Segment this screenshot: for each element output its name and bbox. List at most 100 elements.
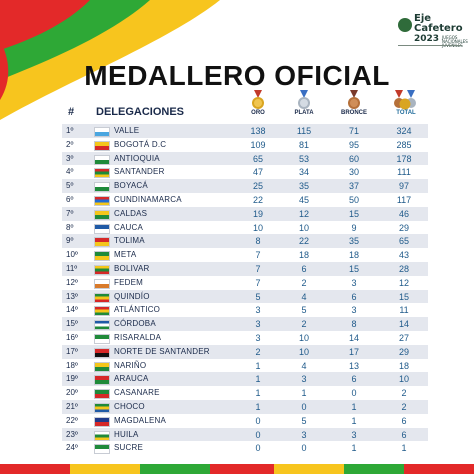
rank-cell: 7º bbox=[66, 208, 74, 218]
rank-cell: 10º bbox=[66, 250, 78, 260]
flag-icon bbox=[94, 347, 110, 358]
medal-table: 1º VALLE 138 115 71 324 2º BOGOTÁ D.C 109 81 95 285… bbox=[62, 124, 428, 455]
rank-cell: 3º bbox=[66, 153, 74, 163]
oro-count: 1 bbox=[255, 388, 261, 399]
oro-count: 7 bbox=[255, 263, 261, 274]
delegation-name: ARAUCA bbox=[114, 374, 149, 384]
delegation-name: HUILA bbox=[114, 429, 139, 439]
oro-count: 0 bbox=[255, 415, 261, 426]
table-row: 3º ANTIOQUIA 65 53 60 178 bbox=[62, 151, 428, 166]
flag-icon bbox=[94, 306, 110, 317]
total-count: 97 bbox=[398, 181, 409, 192]
bronce-count: 15 bbox=[348, 263, 359, 274]
flag-icon bbox=[94, 168, 110, 179]
column-header-delegations: DELEGACIONES bbox=[96, 106, 185, 118]
delegation-name: CHOCO bbox=[114, 401, 145, 411]
plata-count: 34 bbox=[298, 167, 309, 178]
delegation-name: BOYACÁ bbox=[114, 181, 148, 191]
plata-count: 1 bbox=[301, 388, 307, 399]
bronce-count: 6 bbox=[351, 374, 357, 385]
rank-cell: 20º bbox=[66, 388, 78, 398]
plata-count: 4 bbox=[301, 291, 307, 302]
flag-icon bbox=[94, 154, 110, 165]
total-count: 28 bbox=[398, 263, 409, 274]
event-logo: Eje Cafetero 2023 JUEGOS NACIONALES JUVE… bbox=[398, 13, 468, 48]
flag-icon bbox=[94, 251, 110, 262]
plata-count: 5 bbox=[301, 415, 307, 426]
logo-badge-icon bbox=[398, 18, 412, 32]
plata-count: 2 bbox=[301, 319, 307, 330]
oro-count: 1 bbox=[255, 360, 261, 371]
bronce-count: 37 bbox=[348, 181, 359, 192]
total-count: 6 bbox=[401, 415, 407, 426]
delegation-name: CÓRDOBA bbox=[114, 319, 156, 329]
rank-cell: 5º bbox=[66, 181, 74, 191]
flag-icon bbox=[94, 444, 110, 455]
oro-count: 1 bbox=[255, 374, 261, 385]
oro-count: 25 bbox=[252, 181, 263, 192]
rank-cell: 24º bbox=[66, 443, 78, 453]
plata-count: 53 bbox=[298, 153, 309, 164]
oro-count: 7 bbox=[255, 277, 261, 288]
delegation-name: NARIÑO bbox=[114, 360, 147, 370]
plata-count: 4 bbox=[301, 360, 307, 371]
plata-count: 3 bbox=[301, 374, 307, 385]
column-header-oro: ORO bbox=[251, 110, 265, 116]
plata-count: 22 bbox=[298, 236, 309, 247]
oro-count: 10 bbox=[252, 222, 263, 233]
rank-cell: 4º bbox=[66, 167, 74, 177]
delegation-name: TOLIMA bbox=[114, 236, 145, 246]
delegation-name: RISARALDA bbox=[114, 332, 162, 342]
table-row: 21º CHOCO 1 0 1 2 bbox=[62, 399, 428, 414]
flag-icon bbox=[94, 430, 110, 441]
bronce-count: 13 bbox=[348, 360, 359, 371]
flag-icon bbox=[94, 333, 110, 344]
total-count: 285 bbox=[396, 139, 412, 150]
table-row: 17º NORTE DE SANTANDER 2 10 17 29 bbox=[62, 344, 428, 359]
bronce-count: 17 bbox=[348, 346, 359, 357]
oro-count: 47 bbox=[252, 167, 263, 178]
bronce-count: 0 bbox=[351, 388, 357, 399]
rank-cell: 22º bbox=[66, 415, 78, 425]
total-count: 2 bbox=[401, 401, 407, 412]
total-count: 6 bbox=[401, 429, 407, 440]
delegation-name: SUCRE bbox=[114, 443, 144, 453]
oro-count: 0 bbox=[255, 429, 261, 440]
rank-cell: 9º bbox=[66, 236, 74, 246]
table-row: 13º QUINDÍO 5 4 6 15 bbox=[62, 289, 428, 304]
delegation-name: BOGOTÁ D.C bbox=[114, 139, 167, 149]
delegation-name: NORTE DE SANTANDER bbox=[114, 346, 210, 356]
silver-medal-icon bbox=[298, 90, 310, 109]
logo-small: JUEGOS NACIONALES JUVENILES bbox=[442, 35, 468, 48]
rank-cell: 21º bbox=[66, 401, 78, 411]
bronce-count: 6 bbox=[351, 291, 357, 302]
bronce-count: 8 bbox=[351, 319, 357, 330]
table-row: 23º HUILA 0 3 3 6 bbox=[62, 427, 428, 442]
rank-cell: 8º bbox=[66, 222, 74, 232]
oro-count: 1 bbox=[255, 401, 261, 412]
logo-line1: Eje bbox=[414, 13, 432, 24]
bronze-medal-icon bbox=[348, 90, 360, 109]
plata-count: 10 bbox=[298, 346, 309, 357]
flag-icon bbox=[94, 264, 110, 275]
total-count: 29 bbox=[398, 346, 409, 357]
table-row: 20º CASANARE 1 1 0 2 bbox=[62, 386, 428, 400]
rank-cell: 6º bbox=[66, 194, 74, 204]
flag-icon bbox=[94, 416, 110, 427]
total-count: 324 bbox=[396, 126, 412, 136]
delegation-name: META bbox=[114, 250, 137, 260]
oro-count: 3 bbox=[255, 319, 261, 330]
plata-count: 115 bbox=[296, 126, 312, 136]
table-row: 16º RISARALDA 3 10 14 27 bbox=[62, 331, 428, 345]
total-count: 1 bbox=[401, 443, 407, 454]
bronce-count: 1 bbox=[351, 401, 357, 412]
bronce-count: 18 bbox=[348, 250, 359, 261]
rank-cell: 19º bbox=[66, 374, 78, 384]
column-header-rank: # bbox=[68, 106, 75, 118]
plata-count: 0 bbox=[301, 401, 307, 412]
total-count: 10 bbox=[398, 374, 409, 385]
delegation-name: MAGDALENA bbox=[114, 415, 167, 425]
table-row: 9º TOLIMA 8 22 35 65 bbox=[62, 234, 428, 249]
table-row: 8º CAUCA 10 10 9 29 bbox=[62, 221, 428, 235]
bronce-count: 71 bbox=[348, 126, 359, 136]
